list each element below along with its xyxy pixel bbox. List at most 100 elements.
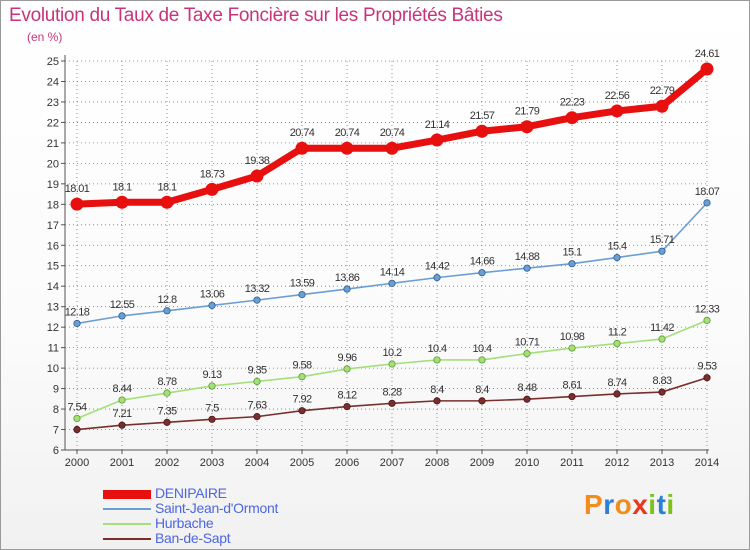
data-label: 8.4 (475, 384, 489, 396)
legend-label: Saint-Jean-d'Ormont (155, 500, 279, 516)
data-point (385, 141, 399, 155)
x-tick-label: 2000 (65, 457, 89, 469)
data-label: 14.66 (470, 256, 495, 268)
data-point (523, 395, 531, 403)
x-tick-label: 2010 (515, 457, 539, 469)
data-label: 18.1 (157, 181, 176, 193)
data-label: 24.61 (695, 48, 720, 60)
legend-swatch (103, 523, 151, 525)
data-label: 19.38 (245, 155, 270, 167)
data-label: 20.74 (335, 127, 360, 139)
data-point (208, 301, 216, 310)
data-label: 22.79 (650, 85, 675, 97)
data-point (520, 120, 534, 134)
legend-swatch (103, 508, 151, 510)
y-tick-label: 17 (47, 220, 59, 232)
data-label: 7.5 (205, 402, 219, 414)
data-point (298, 407, 306, 415)
legend-label: DENIPAIRE (155, 485, 227, 501)
y-tick-label: 24 (47, 76, 59, 88)
data-point (478, 269, 486, 277)
data-point (388, 279, 396, 287)
data-label: 8.12 (337, 390, 356, 402)
data-label: 12.8 (157, 294, 176, 306)
data-point (658, 388, 666, 396)
data-label: 10.98 (560, 331, 585, 343)
data-label: 13.06 (200, 288, 225, 300)
data-label: 8.74 (607, 377, 626, 389)
x-tick-label: 2007 (380, 457, 404, 469)
data-point (703, 316, 711, 325)
data-point (70, 197, 84, 211)
axes: 6 7 8 9 10 11 12 13 14 15 16 17 18 19 20 21 22 23 24 25 2000… (47, 55, 719, 469)
data-labels: 7.21 7.35 7.5 7.63 7.92 8.12 8.28 8.4 8.4 8.48 8.6… (65, 48, 721, 420)
data-point (118, 421, 126, 429)
data-label: 7.35 (157, 405, 176, 417)
data-point (115, 195, 129, 209)
data-point (73, 319, 81, 328)
data-label: 20.74 (290, 127, 315, 139)
data-point (433, 397, 441, 405)
data-point (388, 360, 396, 368)
x-tick-label: 2005 (290, 457, 314, 469)
y-tick-label: 25 (47, 56, 59, 68)
data-point (343, 365, 351, 373)
data-label: 20.74 (380, 127, 405, 139)
data-point (523, 264, 531, 272)
data-point (478, 397, 486, 405)
data-label: 9.53 (697, 361, 716, 373)
logo-letter: o (614, 489, 633, 520)
x-tick-label: 2011 (560, 457, 584, 469)
x-tick-label: 2013 (650, 457, 674, 469)
y-tick-label: 11 (48, 343, 59, 355)
y-tick-label: 12 (47, 322, 59, 334)
data-point (343, 402, 351, 411)
data-point (250, 169, 264, 183)
y-tick-label: 21 (47, 138, 59, 150)
data-label: 21.79 (515, 106, 540, 118)
y-tick-label: 16 (47, 240, 59, 252)
x-tick-label: 2004 (245, 457, 269, 469)
logo-letter: x (632, 489, 649, 520)
y-tick-label: 6 (53, 445, 59, 457)
y-tick-label: 8 (53, 404, 59, 416)
data-point (295, 141, 309, 155)
data-point (73, 425, 81, 434)
data-label: 14.88 (515, 251, 540, 263)
data-label: 12.33 (695, 303, 720, 315)
data-label: 7.54 (67, 401, 86, 413)
data-label: 12.18 (65, 306, 90, 318)
y-tick-label: 10 (47, 363, 59, 375)
data-point (163, 418, 171, 426)
data-point (73, 414, 81, 423)
legend-swatch (103, 489, 151, 499)
x-tick-label: 2006 (335, 457, 359, 469)
data-label: 11.2 (608, 327, 627, 339)
x-tick-label: 2001 (110, 457, 134, 469)
x-tick-label: 2008 (425, 457, 449, 469)
data-label: 13.32 (245, 283, 270, 295)
y-tick-label: 22 (47, 117, 59, 129)
data-point (568, 260, 576, 268)
data-point (208, 415, 216, 423)
data-label: 7.63 (247, 400, 266, 412)
data-label: 12.55 (110, 299, 135, 311)
data-label: 18.1 (112, 181, 131, 193)
data-label: 21.57 (470, 110, 495, 122)
data-label: 22.56 (605, 90, 630, 102)
data-label: 10.4 (427, 343, 446, 355)
data-label: 15.1 (562, 247, 581, 259)
data-point (703, 199, 711, 207)
data-point (118, 312, 126, 320)
data-point (163, 389, 171, 397)
data-label: 15.4 (607, 241, 626, 253)
data-point (430, 133, 444, 147)
legend-label: Hurbache (155, 515, 214, 531)
data-label: 8.28 (382, 386, 401, 398)
y-tick-label: 14 (47, 281, 59, 293)
data-label: 8.83 (652, 375, 671, 387)
data-point (658, 335, 666, 343)
data-point (613, 339, 621, 348)
x-tick-label: 2009 (470, 457, 494, 469)
